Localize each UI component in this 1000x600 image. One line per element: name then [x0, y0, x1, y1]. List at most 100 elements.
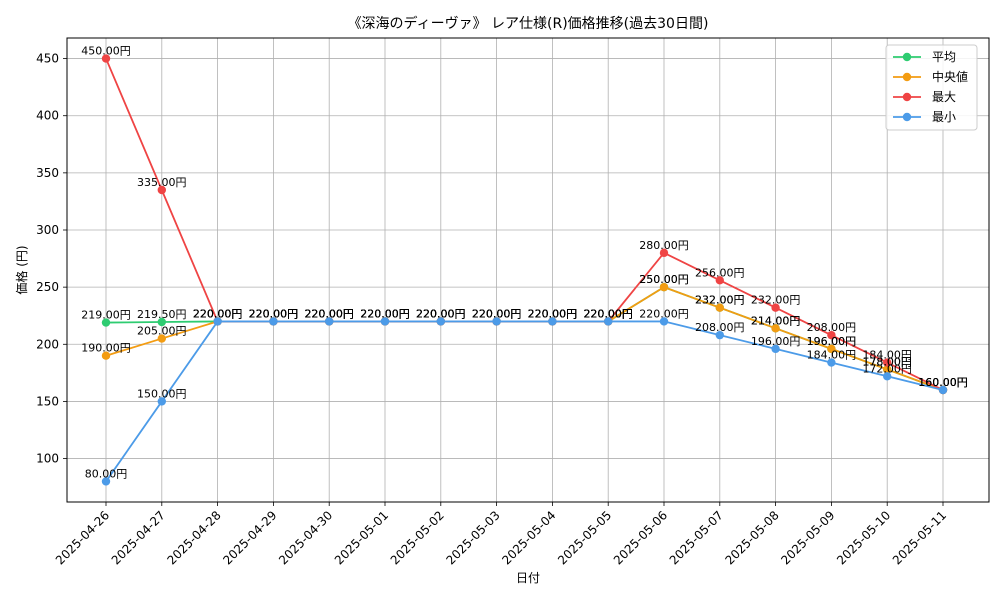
data-label: 220.00円 — [304, 307, 354, 320]
data-label: 232.00円 — [751, 294, 801, 307]
data-point — [548, 317, 557, 326]
chart-title: 《深海のディーヴァ》 レア仕様(R)価格推移(過去30日間) — [348, 15, 709, 32]
data-point — [157, 397, 166, 406]
data-point — [269, 317, 278, 326]
data-label: 220.00円 — [528, 307, 578, 320]
data-point — [492, 317, 501, 326]
data-label: 220.00円 — [193, 307, 243, 320]
data-label: 280.00円 — [639, 239, 689, 252]
legend-swatch-marker — [902, 52, 912, 62]
data-point — [157, 317, 166, 327]
plot-frame — [66, 37, 990, 503]
series-layer — [101, 54, 948, 486]
data-label: 220.00円 — [193, 307, 243, 320]
x-tick-label: 2025-05-07 — [667, 508, 726, 567]
x-tick-label: 2025-05-05 — [555, 508, 614, 567]
data-label: 220.00円 — [304, 307, 354, 320]
data-label: 220.00円 — [360, 307, 410, 320]
data-point — [771, 344, 780, 354]
data-label: 196.00円 — [807, 335, 857, 348]
y-tick-label: 400 — [36, 109, 59, 123]
data-label: 160.00円 — [918, 376, 968, 389]
data-label: 220.00円 — [583, 307, 633, 320]
data-label: 256.00円 — [695, 266, 745, 279]
x-tick-label: 2025-05-09 — [778, 508, 837, 567]
y-tick-label: 250 — [36, 280, 59, 294]
data-label: 205.00円 — [137, 325, 187, 338]
data-label: 160.00円 — [918, 376, 968, 389]
x-tick-label: 2025-04-26 — [53, 508, 112, 567]
data-point — [715, 303, 724, 312]
data-point — [883, 365, 892, 374]
data-label: 220.00円 — [583, 307, 633, 320]
legend-swatch-marker — [902, 92, 912, 102]
data-label: 220.00円 — [416, 307, 466, 320]
data-label: 220.00円 — [583, 307, 633, 320]
y-tick-label: 100 — [36, 452, 59, 466]
data-label: 220.00円 — [360, 307, 410, 320]
legend-box — [885, 44, 978, 131]
y-axis: 100 150 200 250 300 350 400 450 — [36, 52, 67, 466]
data-label: 220.00円 — [360, 307, 410, 320]
data-point — [325, 317, 334, 326]
data-label: 208.00円 — [807, 321, 857, 334]
data-point — [827, 358, 836, 367]
data-label: 160.00円 — [918, 376, 968, 389]
y-axis-label: 価格 (円) — [14, 245, 29, 294]
data-label: 220.00円 — [528, 307, 578, 320]
data-point — [101, 54, 111, 63]
series-line — [105, 320, 944, 482]
data-label: 232.00円 — [695, 294, 745, 307]
x-tick-label: 2025-04-27 — [109, 508, 168, 567]
legend-label: 最小 — [932, 110, 956, 124]
data-label: 232.00円 — [695, 294, 745, 307]
x-tick-label: 2025-05-01 — [332, 508, 391, 567]
data-point — [883, 372, 892, 381]
y-tick-label: 200 — [36, 337, 59, 351]
legend-item: 最大 — [893, 90, 956, 104]
data-point — [101, 351, 111, 360]
data-label: 250.00円 — [639, 273, 689, 286]
data-label: 172.00円 — [862, 362, 912, 375]
data-point — [659, 282, 669, 292]
data-point — [771, 303, 780, 312]
x-tick-label: 2025-04-28 — [165, 508, 224, 567]
legend-swatch-marker — [902, 112, 912, 122]
legend-swatch-marker — [902, 72, 912, 82]
data-label: 220.00円 — [416, 307, 466, 320]
x-tick-label: 2025-05-08 — [723, 508, 782, 567]
data-point — [659, 248, 669, 258]
y-tick-label: 450 — [36, 52, 59, 66]
data-label: 220.00円 — [304, 307, 354, 320]
data-label: 220.00円 — [249, 307, 299, 320]
x-axis-label: 日付 — [516, 571, 540, 585]
legend-item: 平均 — [893, 50, 956, 64]
x-tick-label: 2025-05-02 — [388, 508, 447, 567]
data-point — [213, 317, 222, 326]
data-point — [659, 317, 669, 326]
data-label: 160.00円 — [918, 376, 968, 389]
data-point — [157, 334, 166, 343]
data-label: 220.00円 — [193, 307, 243, 320]
data-label: 220.00円 — [304, 307, 354, 320]
data-label: 220.00円 — [472, 307, 522, 320]
data-label: 214.00円 — [751, 314, 801, 327]
y-tick-label: 350 — [36, 166, 59, 180]
data-point — [771, 324, 780, 333]
data-label: 190.00円 — [81, 342, 131, 355]
data-point — [827, 344, 836, 354]
y-tick-label: 300 — [36, 223, 59, 237]
data-point — [715, 330, 724, 340]
data-label: 80.00円 — [85, 467, 128, 480]
data-label: 220.00円 — [249, 307, 299, 320]
data-label: 335.00円 — [137, 176, 187, 189]
data-label: 220.00円 — [249, 307, 299, 320]
data-point — [436, 317, 445, 326]
data-label: 214.00円 — [751, 314, 801, 327]
data-label: 220.00円 — [639, 307, 689, 320]
legend-item: 最小 — [893, 110, 956, 124]
data-label: 220.00円 — [249, 307, 299, 320]
data-point — [827, 330, 836, 340]
